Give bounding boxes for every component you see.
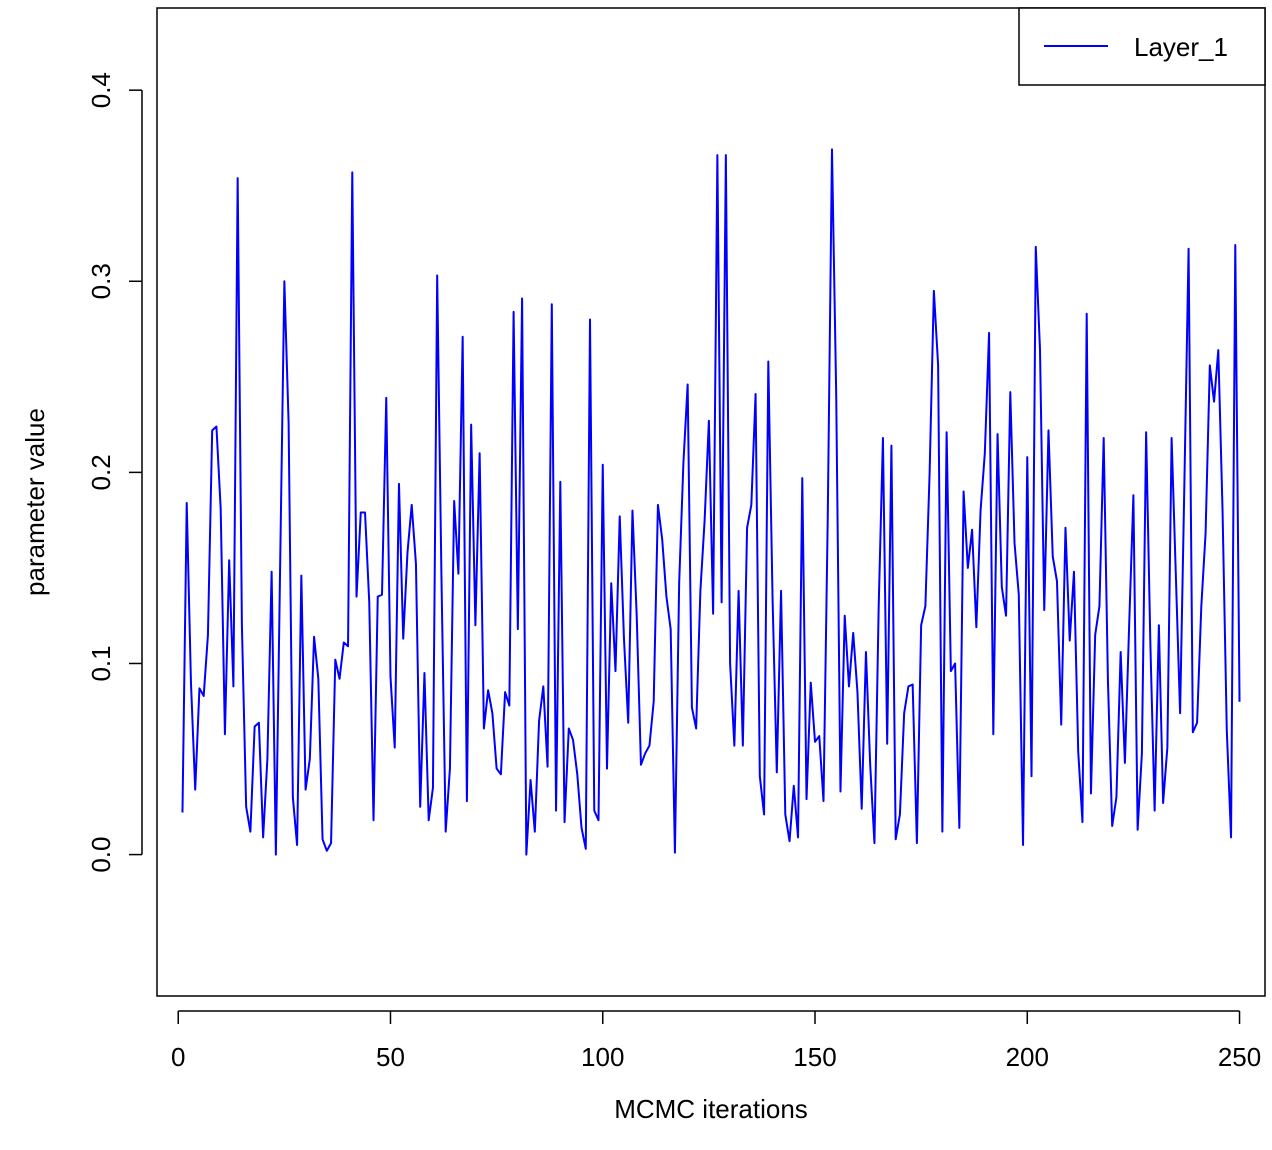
x-axis: 0 50 100 150 200 250 [171,1010,1261,1072]
y-tick-label: 0.2 [86,454,116,490]
x-tick-label: 250 [1218,1042,1261,1072]
legend-label-layer-1: Layer_1 [1134,32,1228,62]
x-tick-label: 150 [793,1042,836,1072]
y-axis: 0.0 0.1 0.2 0.3 0.4 [86,72,143,873]
y-tick-label: 0.3 [86,263,116,299]
series-line-layer-1 [181,148,1241,856]
x-tick-label: 0 [171,1042,185,1072]
legend: Layer_1 [1018,7,1266,86]
y-tick-label: 0.1 [86,645,116,681]
y-tick-label: 0.4 [86,72,116,108]
x-tick-label: 50 [376,1042,405,1072]
x-tick-label: 200 [1006,1042,1049,1072]
y-tick-label: 0.0 [86,837,116,873]
y-axis-title: parameter value [20,408,50,596]
plot-frame [156,7,1266,997]
x-tick-label: 100 [581,1042,624,1072]
x-axis-title: MCMC iterations [614,1094,808,1124]
